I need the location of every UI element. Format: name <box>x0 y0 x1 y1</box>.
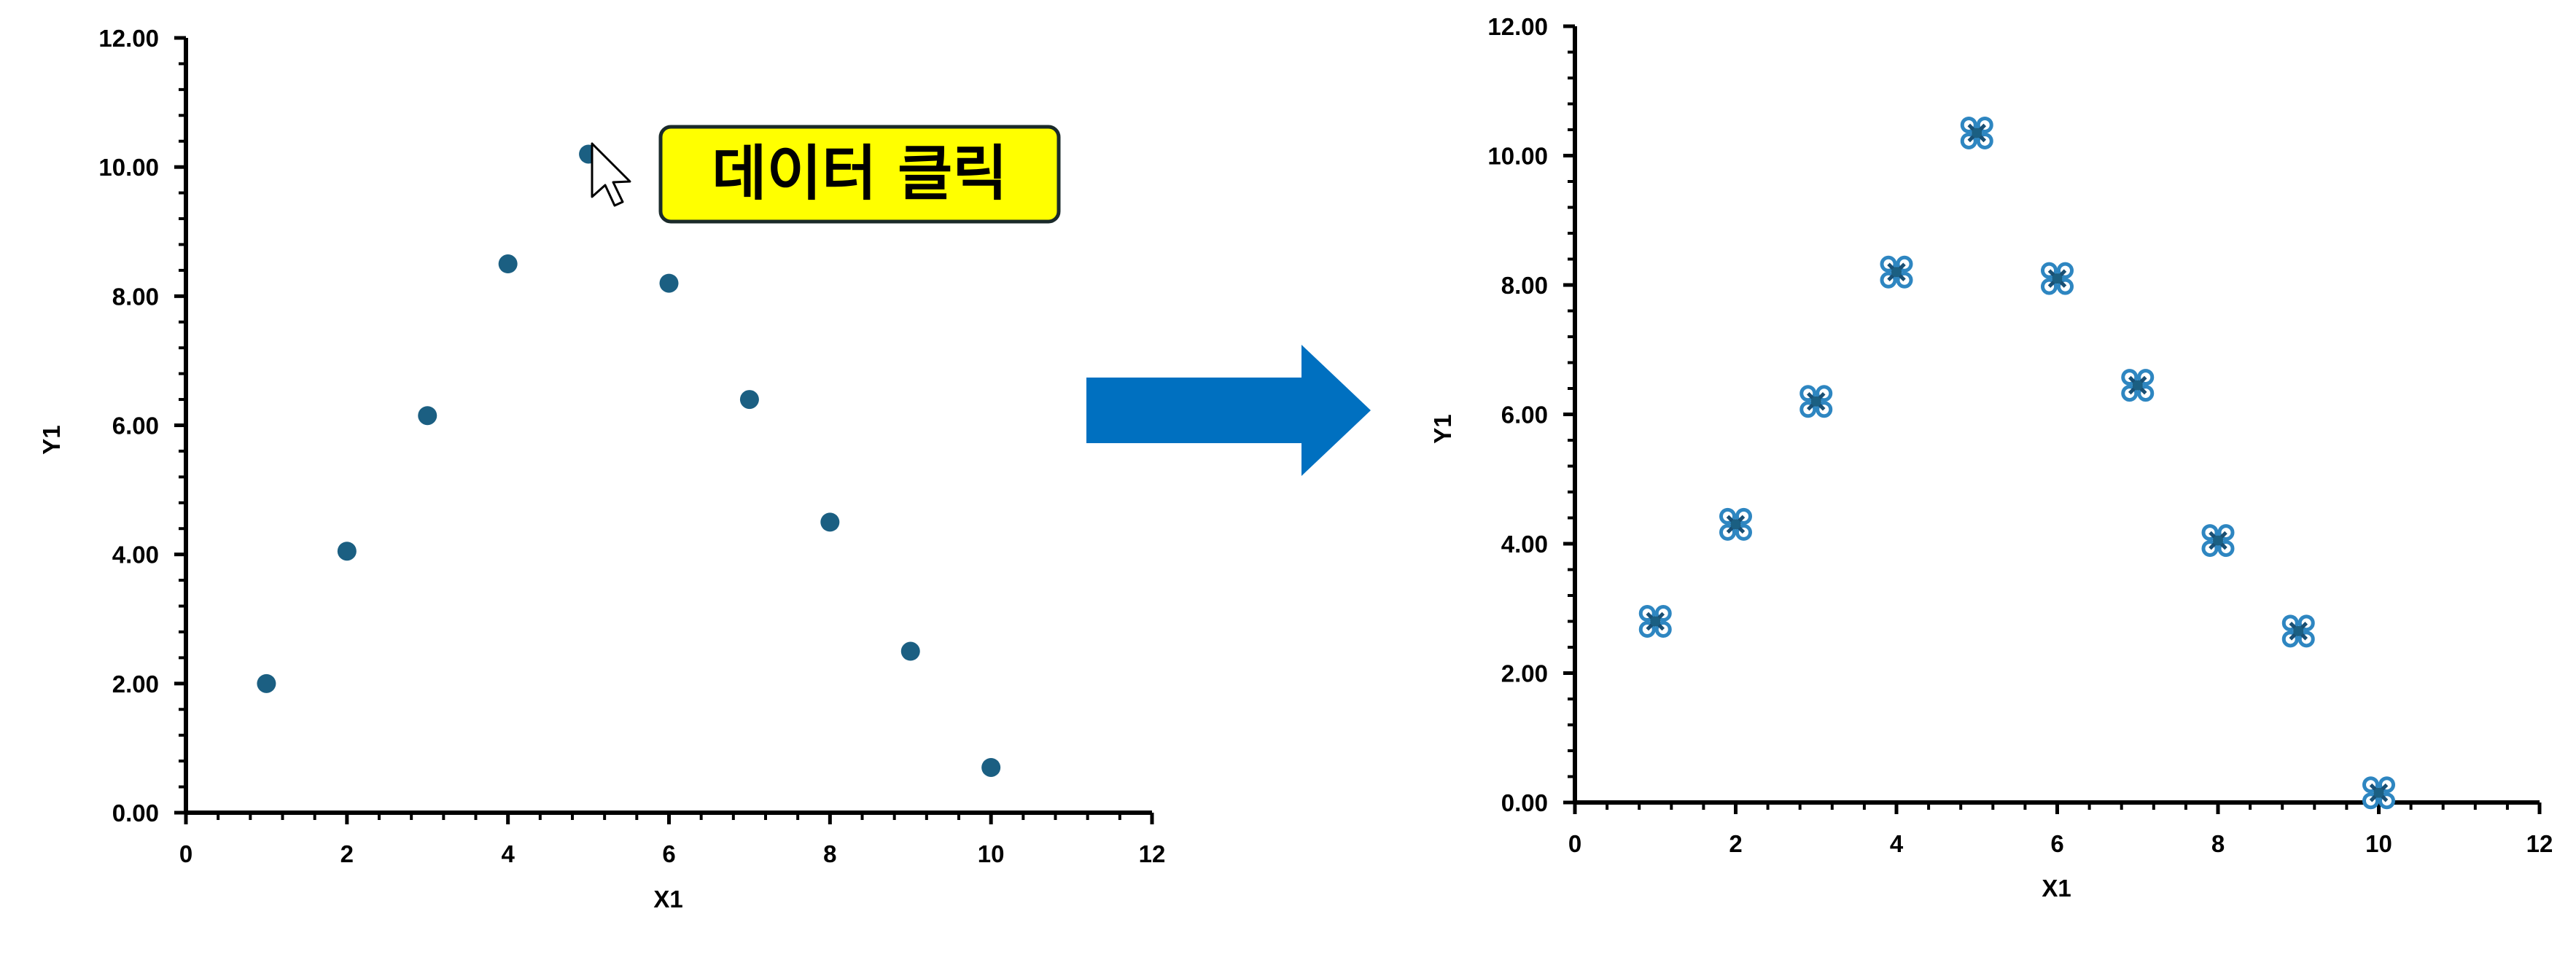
y-tick-label: 4.00 <box>1501 531 1548 558</box>
right-arrow-icon <box>1086 345 1371 476</box>
x-tick-label: 6 <box>662 840 675 867</box>
selected-data-point[interactable] <box>2041 262 2074 295</box>
x-tick-label: 6 <box>2050 830 2063 857</box>
y-tick-label: 6.00 <box>1501 402 1548 429</box>
point-center <box>2293 625 2304 636</box>
y-tick-label: 2.00 <box>1501 660 1548 687</box>
selected-data-point[interactable] <box>2121 369 2155 402</box>
callout-box: 데이터 클릭 <box>658 125 1061 224</box>
point-center <box>2132 380 2143 391</box>
callout-label: 데이터 클릭 <box>712 139 1008 208</box>
point-center <box>1972 128 1982 138</box>
selected-data-point[interactable] <box>2201 524 2235 558</box>
point-center <box>1730 519 1741 530</box>
x-tick-label: 2 <box>341 840 354 867</box>
y-tick-label: 4.00 <box>112 542 159 569</box>
selected-data-point[interactable] <box>1719 507 1752 541</box>
x-tick-label: 4 <box>1890 830 1904 857</box>
data-point[interactable] <box>981 757 1001 777</box>
data-point[interactable] <box>739 390 759 410</box>
data-point[interactable] <box>659 273 679 293</box>
x-tick-label: 12 <box>2526 830 2553 857</box>
point-center <box>1650 616 1661 627</box>
x-axis-title: X1 <box>653 886 682 913</box>
selected-data-point[interactable] <box>2362 776 2395 810</box>
data-point[interactable] <box>418 406 437 426</box>
point-center <box>2373 787 2384 798</box>
y-tick-label: 8.00 <box>1501 272 1548 299</box>
x-tick-label: 12 <box>1139 840 1166 867</box>
y-tick-label: 10.00 <box>98 154 159 181</box>
y-tick-label: 10.00 <box>1487 143 1548 170</box>
y-tick-label: 0.00 <box>112 800 159 827</box>
callout-background <box>658 125 1061 224</box>
x-tick-label: 10 <box>2365 830 2392 857</box>
selected-data-point[interactable] <box>1960 116 1993 149</box>
point-center <box>1810 396 1821 407</box>
y-tick-label: 0.00 <box>1501 789 1548 816</box>
x-tick-label: 2 <box>1729 830 1742 857</box>
selected-data-point[interactable] <box>2281 614 2315 648</box>
point-center <box>1891 267 1902 278</box>
point-center <box>2052 273 2063 284</box>
data-point[interactable] <box>900 641 920 661</box>
x-tick-label: 4 <box>501 840 515 867</box>
y-tick-label: 12.00 <box>98 25 159 52</box>
selected-data-point[interactable] <box>1880 255 1913 289</box>
y-axis-title: Y1 <box>38 425 65 454</box>
x-tick-label: 10 <box>978 840 1005 867</box>
y-tick-label: 12.00 <box>1487 13 1548 40</box>
data-point[interactable] <box>498 254 518 274</box>
x-tick-label: 8 <box>2211 830 2225 857</box>
selected-data-point[interactable] <box>1638 605 1672 638</box>
data-point[interactable] <box>337 542 357 561</box>
y-tick-label: 8.00 <box>112 283 159 310</box>
x-tick-label: 8 <box>823 840 836 867</box>
x-tick-label: 0 <box>1568 830 1581 857</box>
data-point[interactable] <box>820 512 840 532</box>
right-scatter-chart: 0.00 2.00 4.00 6.00 8.00 10.00 12.00 0 2 4 6 8 10 12 X… <box>1429 13 2553 902</box>
data-point[interactable] <box>257 673 276 693</box>
y-tick-label: 6.00 <box>112 413 159 440</box>
x-tick-label: 0 <box>179 840 192 867</box>
y-axis-title: Y1 <box>1429 414 1456 443</box>
x-axis-title: X1 <box>2042 875 2071 902</box>
mouse-cursor-icon <box>591 142 631 207</box>
y-tick-label: 2.00 <box>112 671 159 698</box>
selected-data-point[interactable] <box>1799 385 1833 418</box>
left-scatter-chart: 0.00 2.00 4.00 6.00 8.00 10.00 12.00 0 2 4 6 8 10 12 X… <box>38 25 1165 913</box>
point-center <box>2213 535 2223 546</box>
